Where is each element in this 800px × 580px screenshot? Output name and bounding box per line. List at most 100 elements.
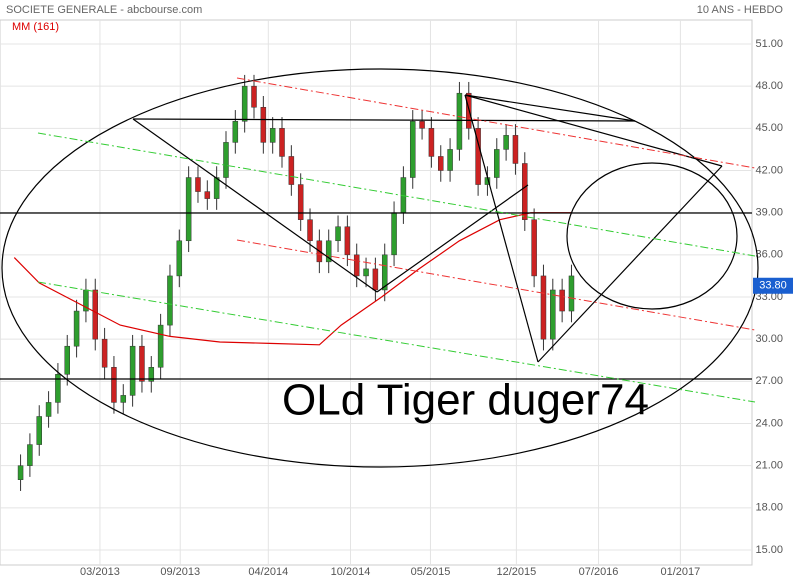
x-tick-label: 10/2014 — [331, 566, 371, 578]
candle-body — [522, 163, 528, 220]
candle-body — [55, 374, 61, 403]
candle-body — [148, 367, 155, 382]
candle-body — [279, 128, 285, 157]
candle-body — [260, 107, 267, 143]
trend-line — [132, 118, 636, 122]
x-tick-label: 01/2017 — [661, 566, 701, 578]
x-tick-label: 09/2013 — [160, 566, 200, 578]
circle — [566, 162, 738, 310]
candle-body — [363, 268, 369, 277]
trend-line — [464, 94, 539, 363]
candle-body — [353, 254, 360, 277]
candle-body — [559, 289, 565, 312]
candle-body — [503, 135, 509, 150]
moving-average — [13, 212, 572, 346]
candle-body — [223, 142, 229, 178]
candle-body — [27, 444, 33, 466]
candle-body — [129, 345, 136, 396]
trend-line — [464, 94, 636, 122]
candle-body — [167, 275, 173, 326]
candle-body — [531, 219, 537, 277]
candle-body — [139, 345, 145, 382]
candle-body — [157, 324, 164, 368]
candle-body — [111, 367, 117, 403]
candle-body — [568, 275, 575, 312]
last-value-label: 33.80 — [759, 280, 787, 292]
y-tick-label: 33.00 — [755, 291, 783, 303]
candle-body — [92, 289, 99, 340]
candle-body — [64, 345, 70, 375]
x-tick-label: 03/2013 — [80, 566, 120, 578]
candle-body — [232, 121, 239, 143]
x-tick-label: 05/2015 — [411, 566, 451, 578]
candle-body — [540, 275, 547, 340]
candle-body — [391, 212, 397, 256]
candle-body — [185, 177, 192, 242]
channel-line — [236, 77, 756, 169]
x-tick-label: 07/2016 — [579, 566, 619, 578]
candle-body — [73, 310, 80, 347]
candle-body — [297, 184, 304, 220]
candle-body — [409, 121, 416, 178]
candle-body — [419, 121, 425, 129]
y-tick-label: 24.00 — [755, 417, 783, 429]
trend-line — [132, 118, 378, 293]
candle-body — [475, 128, 481, 185]
grid: 15.00 18.00 21.00 24.00 27.00 30.00 33.00 36.00… — [0, 19, 783, 578]
chart-subtitle: 10 ANS - HEBDO — [697, 4, 784, 16]
candle-body — [17, 465, 24, 480]
y-tick-label: 39.00 — [755, 207, 783, 219]
candle-body — [512, 135, 519, 164]
candle-body — [45, 402, 52, 417]
annotation: OLd Tiger duger74 — [282, 376, 649, 425]
candle-body — [269, 128, 276, 143]
trend-line — [537, 165, 723, 363]
candle-body — [204, 191, 211, 199]
candle-body — [494, 149, 500, 178]
y-tick-label: 27.00 — [755, 375, 783, 387]
candle-body — [438, 156, 444, 171]
candles — [13, 74, 575, 491]
candle-body — [381, 254, 388, 291]
y-tick-label: 48.00 — [755, 80, 783, 92]
y-tick-label: 21.00 — [755, 460, 783, 472]
candle-body — [447, 149, 453, 171]
candle-body — [344, 226, 351, 256]
candle-body — [288, 156, 295, 185]
candle-body — [251, 85, 257, 108]
trend-line — [376, 184, 529, 293]
candle-body — [120, 395, 127, 403]
last-value-tag — [753, 277, 793, 294]
y-tick-label: 42.00 — [755, 164, 783, 176]
y-tick-label: 45.00 — [755, 122, 783, 134]
ellipse — [1, 68, 759, 468]
candle-body — [241, 85, 248, 122]
x-tick-label: 12/2015 — [497, 566, 537, 578]
candle-body — [195, 177, 201, 192]
chart-title: SOCIETE GENERALE - abcbourse.com — [6, 4, 202, 16]
candle-body — [36, 416, 42, 445]
candle-body — [335, 226, 341, 242]
candle-body — [428, 128, 435, 157]
candle-body — [325, 240, 332, 263]
plot-frame — [0, 19, 753, 566]
candle-body — [550, 289, 556, 340]
y-tick-label: 15.00 — [755, 544, 783, 556]
candle-body — [307, 219, 313, 242]
candle-body — [372, 268, 379, 291]
candle-body — [456, 92, 463, 150]
channel-line — [236, 239, 756, 331]
candle-body — [213, 177, 220, 199]
candle-body — [101, 338, 108, 368]
ma-legend: MM (161) — [12, 21, 59, 33]
drawings — [0, 68, 759, 468]
y-tick-label: 36.00 — [755, 249, 783, 261]
channel-line — [37, 132, 756, 257]
candle-body — [176, 240, 183, 277]
y-tick-label: 18.00 — [755, 502, 783, 514]
channel-line — [37, 281, 756, 403]
trend-line — [464, 94, 723, 167]
x-tick-label: 04/2014 — [248, 566, 288, 578]
